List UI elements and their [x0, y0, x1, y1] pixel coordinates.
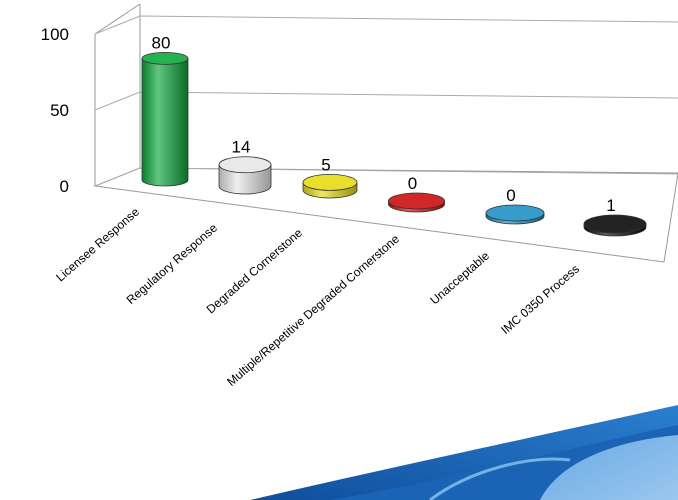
gridline: [94, 167, 678, 187]
gridlines: [94, 15, 678, 187]
y-tick-label: 50: [50, 101, 69, 120]
bar-top: [583, 214, 647, 234]
gridline: [94, 91, 678, 111]
bar: [583, 214, 647, 237]
bar-top: [218, 156, 272, 174]
bar-body: [141, 58, 189, 187]
category-label: Regulatory Response: [124, 220, 221, 306]
bar: [302, 173, 358, 199]
value-label: 80: [152, 33, 171, 52]
y-tick-label: 100: [41, 25, 69, 44]
bar-top: [485, 204, 545, 222]
bar: [388, 192, 445, 213]
decorative-swoosh: [250, 405, 678, 500]
value-label: 5: [321, 155, 330, 174]
category-label: Licensee Response: [53, 204, 142, 284]
wall-top-edge: [94, 3, 141, 35]
bar-top: [302, 173, 358, 191]
category-label: IMC 0350 Process: [498, 262, 582, 337]
y-tick-labels: 0 50 100: [41, 25, 69, 196]
bar: [485, 204, 545, 225]
bar: [141, 52, 189, 187]
bar: [218, 156, 272, 195]
y-tick-label: 0: [60, 177, 69, 196]
category-label: Degraded Cornerstone: [204, 225, 306, 316]
value-label: 14: [232, 138, 251, 157]
bar-top: [141, 52, 189, 65]
bars: [141, 52, 647, 237]
value-labels: 80 14 5 0 0 1: [152, 33, 616, 215]
category-label: Unacceptable: [427, 248, 492, 307]
gridline: [94, 15, 678, 35]
bar-top: [388, 192, 445, 210]
value-label: 1: [606, 196, 615, 215]
value-label: 0: [506, 186, 515, 205]
category-label: Multiple/Repetitive Degraded Cornerstone: [224, 231, 402, 388]
value-label: 0: [408, 174, 417, 193]
